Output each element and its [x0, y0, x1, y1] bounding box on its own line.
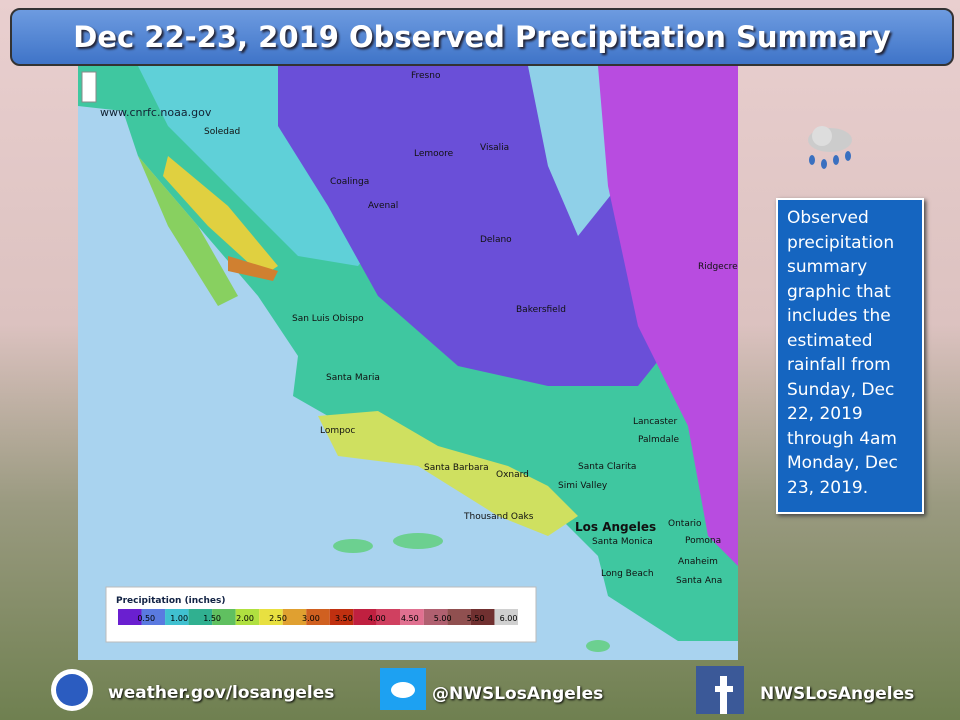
place-label: Santa Clarita [578, 462, 636, 472]
legend-swatch [353, 609, 377, 625]
legend-label: 1.00 [170, 614, 188, 623]
facebook-logo [696, 666, 744, 714]
legend-swatch [447, 609, 471, 625]
place-label: Soledad [204, 127, 240, 137]
place-label: Lancaster [633, 417, 677, 427]
rain-icon [808, 126, 852, 169]
legend-label: 2.50 [269, 614, 287, 623]
legend-label: 0.50 [137, 614, 155, 623]
place-label: Lompoc [320, 426, 355, 436]
legend-label: 6.00 [500, 614, 518, 623]
place-label: Anaheim [678, 557, 718, 567]
place-label: Ridgecrest [698, 262, 738, 272]
note: Observed precipitation summary graphic t… [776, 198, 924, 514]
legend-swatch [329, 609, 354, 625]
legend-label: 2.00 [236, 614, 254, 623]
place-label: Thousand Oaks [463, 512, 534, 522]
place-label: Santa Maria [326, 373, 380, 383]
legend-label: 1.50 [203, 614, 221, 623]
legend-swatch [259, 609, 283, 625]
title: Dec 22-23, 2019 Observed Precipitation S… [10, 8, 954, 66]
legend-swatch [306, 609, 330, 625]
place-label: Simi Valley [558, 481, 608, 491]
legend-label: 5.50 [467, 614, 485, 623]
nws-logo [51, 669, 93, 711]
place-label: Oxnard [496, 470, 529, 480]
legend-swatch [400, 609, 424, 625]
place-label: Lemoore [414, 149, 454, 159]
place-label: Palmdale [638, 435, 680, 445]
twitter: @NWSLosAngeles [432, 684, 604, 704]
islands [333, 533, 610, 652]
legend-label: 4.00 [368, 614, 386, 623]
place-label: Los Angeles [575, 520, 656, 534]
legend-swatch [494, 609, 518, 625]
legend-title: Precipitation (inches) [116, 596, 226, 606]
place-label: Long Beach [601, 569, 654, 579]
legend-swatch [212, 609, 236, 625]
legend-label: 4.50 [401, 614, 419, 623]
place-label: Bakersfield [516, 305, 566, 315]
legend-swatch [282, 609, 307, 625]
place-label: Visalia [480, 143, 509, 153]
legend-swatch [141, 609, 166, 625]
place-label: Coalinga [330, 177, 369, 187]
place-label: Pomona [685, 536, 721, 546]
legend-swatch [376, 609, 401, 625]
map: Fresno Visalia Lemoore Soledad Coalinga Avena… [78, 66, 738, 660]
website: weather.gov/losangeles [108, 683, 335, 703]
legend-label: 5.00 [434, 614, 452, 623]
source: www.cnrfc.noaa.gov [100, 106, 212, 119]
legend-swatch [235, 609, 260, 625]
place-label: Santa Barbara [424, 463, 489, 473]
place-label: Fresno [411, 71, 441, 81]
place-label: Ontario [668, 519, 702, 529]
place-label: Delano [480, 235, 512, 245]
legend-swatch [470, 609, 495, 625]
legend-swatch [118, 609, 142, 625]
legend-swatch [423, 609, 448, 625]
legend-swatch [188, 609, 213, 625]
facebook: NWSLosAngeles [760, 684, 915, 704]
place-label: Santa Ana [676, 576, 722, 586]
legend-label: 3.00 [302, 614, 320, 623]
place-label: Avenal [368, 201, 398, 211]
place-label: San Luis Obispo [292, 314, 364, 324]
legend-swatch [165, 609, 189, 625]
place-label: Santa Monica [592, 537, 653, 547]
twitter-logo [380, 668, 426, 710]
legend-label: 3.50 [335, 614, 353, 623]
